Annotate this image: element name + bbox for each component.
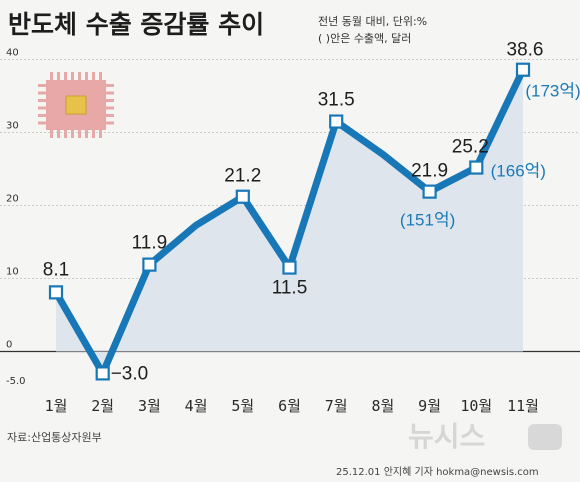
- point-marker: [329, 114, 344, 129]
- point-marker: [422, 184, 437, 199]
- source-text: 자료:산업통상자원부: [7, 431, 102, 444]
- area-fill: [56, 69, 523, 374]
- byline-text: 25.12.01 안지혜 기자 hokma@newsis.com: [336, 466, 539, 478]
- data-label: 38.6: [507, 40, 544, 61]
- y-tick-label: 10: [6, 267, 19, 278]
- chip-pin: [38, 121, 46, 125]
- x-tick-label: 3월: [138, 397, 161, 415]
- area-shape: [56, 69, 523, 374]
- chip-pin: [85, 72, 88, 80]
- chip-pin: [106, 106, 114, 110]
- point-marker: [95, 366, 110, 381]
- semiconductor-chip-icon: [38, 72, 114, 138]
- chip-pin: [38, 84, 46, 87]
- watermark-badge: [528, 424, 562, 450]
- data-label: 11.9: [132, 233, 168, 254]
- x-tick-label: 4월: [185, 397, 208, 415]
- x-tick-label: 8월: [371, 397, 394, 415]
- chip-pin: [38, 91, 46, 95]
- data-label: 21.9: [411, 161, 448, 182]
- point-marker: [235, 189, 250, 204]
- data-label: −3.0: [111, 363, 149, 384]
- y-tick-label: 0: [6, 340, 12, 351]
- chip-pin: [106, 121, 114, 125]
- x-tick-label: 5월: [231, 397, 254, 415]
- chip-pin: [106, 91, 114, 95]
- y-tick-label: 40: [6, 48, 19, 59]
- point-marker: [515, 62, 531, 77]
- data-labels: 8.1 −3.0 11.9 21.2 11.5 31.5 21.925.2 38.6 (151억…: [43, 40, 580, 385]
- x-tick-label: 11월: [507, 397, 539, 415]
- chip-pin: [57, 130, 60, 138]
- chip-core: [65, 95, 87, 115]
- amount-label: (151억): [400, 211, 455, 230]
- chip-pin: [106, 99, 114, 102]
- point-marker: [469, 160, 484, 175]
- chip-pin: [78, 130, 81, 138]
- amount-note: ( )안은 수출액, 달러: [318, 32, 411, 45]
- chip-pin: [106, 84, 114, 87]
- x-tick-label: 1월: [45, 397, 68, 415]
- chip-pin: [38, 99, 46, 102]
- x-tick-label: 6월: [278, 397, 301, 415]
- newsis-watermark: 뉴시스: [408, 421, 485, 452]
- chip-pin: [71, 130, 74, 138]
- amount-label: (166억): [491, 162, 546, 181]
- y-tick-label: 20: [6, 194, 19, 205]
- chip-pin: [64, 130, 67, 138]
- chip-pin: [64, 72, 67, 80]
- chip-pin: [99, 72, 102, 80]
- data-label: 31.5: [318, 90, 355, 111]
- chip-pin: [71, 72, 74, 80]
- chip-pin: [106, 114, 114, 117]
- chart-title: 반도체 수출 증감률 추이: [8, 10, 264, 39]
- chip-pin: [92, 130, 95, 138]
- chip-pin: [57, 72, 60, 80]
- y-tick-label: -5.0: [6, 376, 26, 387]
- x-tick-label: 9월: [418, 397, 441, 415]
- chip-pin: [50, 130, 53, 138]
- chip-pin: [78, 72, 81, 80]
- x-axis: 1월 2월 3월 4월 5월 6월 7월 8월 9월 10월 11월: [45, 397, 539, 415]
- point-marker: [142, 257, 157, 272]
- x-tick-label: 2월: [91, 397, 114, 415]
- amount-label: (173억): [525, 82, 580, 101]
- point-markers: [48, 62, 531, 381]
- chip-pin: [85, 130, 88, 138]
- data-label: 11.5: [272, 278, 308, 299]
- chip-pin: [99, 130, 102, 138]
- unit-note: 전년 동월 대비, 단위:%: [318, 15, 427, 28]
- chip-pin: [92, 72, 95, 80]
- data-label: 8.1: [43, 259, 69, 280]
- point-marker: [282, 260, 297, 275]
- point-marker: [48, 285, 64, 300]
- data-label: 25.2: [452, 137, 489, 158]
- x-tick-label: 7월: [325, 397, 348, 415]
- data-label: 21.2: [224, 166, 261, 187]
- x-tick-label: 10월: [460, 397, 492, 415]
- chip-pin: [38, 106, 46, 110]
- y-axis: 40 30 20 10 0 -5.0: [6, 48, 26, 388]
- chip-pin: [38, 114, 46, 117]
- y-tick-label: 30: [6, 121, 19, 132]
- chip-pin: [50, 72, 53, 80]
